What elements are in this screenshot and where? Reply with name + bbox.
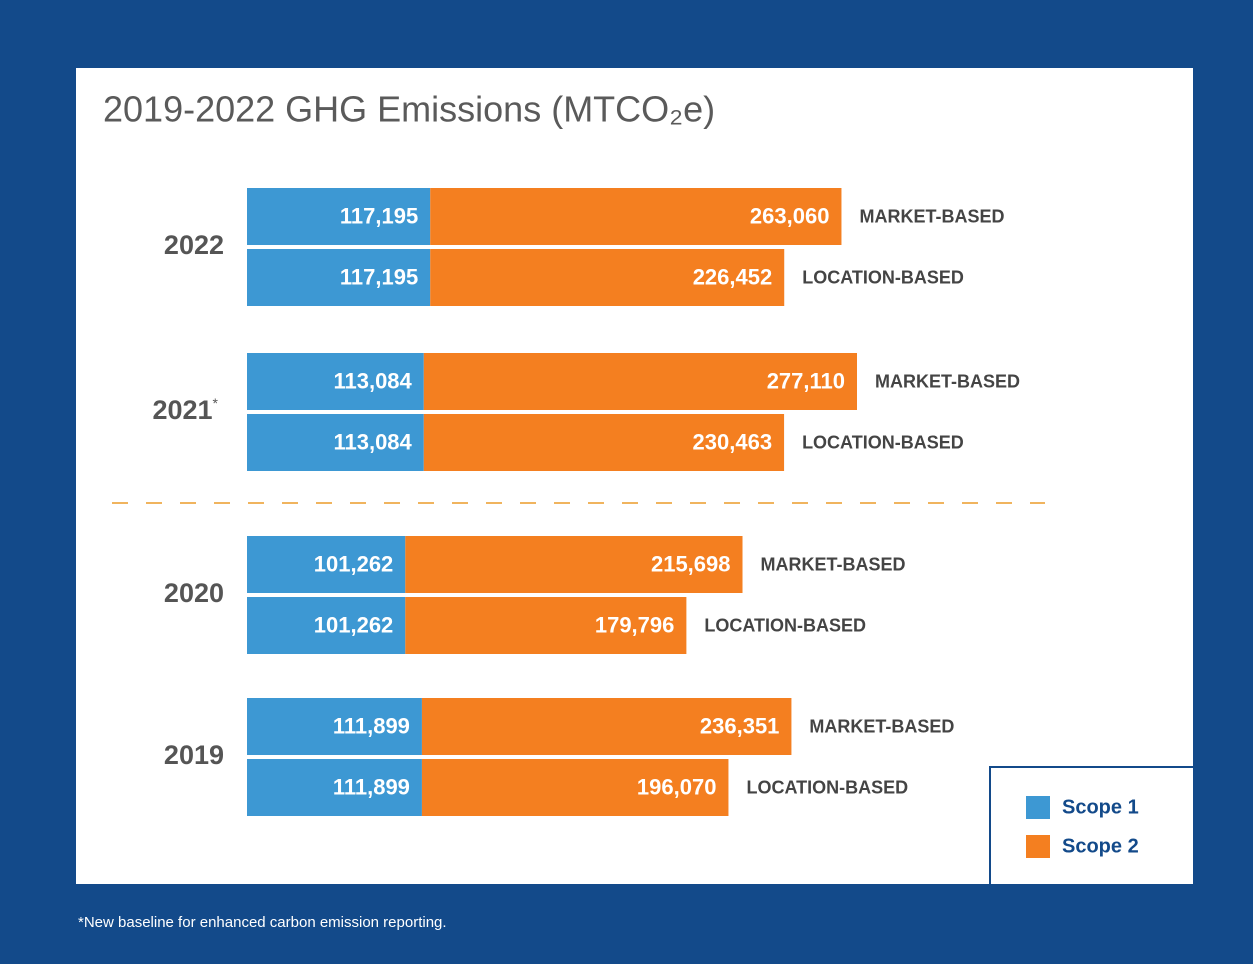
value-label: 230,463 bbox=[693, 429, 773, 454]
value-label: 101,262 bbox=[314, 551, 394, 576]
bar-segment bbox=[247, 353, 424, 410]
category-label-text: 2022 bbox=[164, 230, 224, 260]
value-label: 111,899 bbox=[333, 713, 410, 738]
value-label: 111,899 bbox=[333, 774, 410, 799]
bar-segment bbox=[421, 759, 729, 816]
bar-segment bbox=[423, 414, 785, 471]
chart-title: 2019-2022 GHG Emissions (MTCO₂e) bbox=[103, 89, 715, 130]
bar-segment bbox=[247, 188, 431, 245]
legend-label: Scope 2 bbox=[1062, 835, 1139, 857]
legend-swatch bbox=[1026, 835, 1050, 858]
category-label: 2022 bbox=[164, 230, 224, 260]
value-label: 113,084 bbox=[333, 368, 412, 393]
bar-segment bbox=[247, 759, 422, 816]
bar-segment bbox=[423, 353, 857, 410]
value-label: 117,195 bbox=[340, 203, 418, 228]
category-label: 2021* bbox=[152, 395, 218, 425]
value-label: 101,262 bbox=[314, 612, 394, 637]
bar-segment bbox=[430, 249, 785, 306]
base-label: LOCATION-BASED bbox=[746, 777, 908, 797]
bar-segment bbox=[247, 597, 406, 654]
bar-segment bbox=[405, 536, 743, 593]
value-label: 113,084 bbox=[333, 429, 412, 454]
base-label: LOCATION-BASED bbox=[802, 267, 964, 287]
base-label: LOCATION-BASED bbox=[704, 615, 866, 635]
base-label: MARKET-BASED bbox=[761, 554, 906, 574]
value-label: 196,070 bbox=[637, 774, 717, 799]
bar-segment bbox=[430, 188, 842, 245]
value-label: 226,452 bbox=[693, 264, 773, 289]
bar-segment bbox=[247, 698, 422, 755]
bar-segment bbox=[421, 698, 792, 755]
legend-swatch bbox=[1026, 796, 1050, 819]
value-label: 179,796 bbox=[595, 612, 675, 637]
category-label-text: 2020 bbox=[164, 578, 224, 608]
base-label: LOCATION-BASED bbox=[802, 432, 964, 452]
value-label: 263,060 bbox=[750, 203, 830, 228]
legend-box bbox=[989, 766, 1193, 884]
legend-label: Scope 1 bbox=[1062, 796, 1139, 818]
category-label-text: 2021 bbox=[152, 395, 212, 425]
value-label: 215,698 bbox=[651, 551, 731, 576]
value-label: 236,351 bbox=[700, 713, 780, 738]
bar-segment bbox=[247, 536, 406, 593]
category-label: 2020 bbox=[164, 578, 224, 608]
footnote: *New baseline for enhanced carbon emissi… bbox=[78, 914, 447, 931]
bar-segment bbox=[405, 597, 687, 654]
value-label: 117,195 bbox=[340, 264, 418, 289]
base-label: MARKET-BASED bbox=[875, 371, 1020, 391]
bar-segment bbox=[247, 414, 424, 471]
value-label: 277,110 bbox=[767, 368, 845, 393]
base-label: MARKET-BASED bbox=[809, 716, 954, 736]
base-label: MARKET-BASED bbox=[859, 206, 1004, 226]
category-label: 2019 bbox=[164, 740, 224, 770]
category-label-text: 2019 bbox=[164, 740, 224, 770]
bar-segment bbox=[247, 249, 431, 306]
category-note: * bbox=[213, 395, 219, 411]
